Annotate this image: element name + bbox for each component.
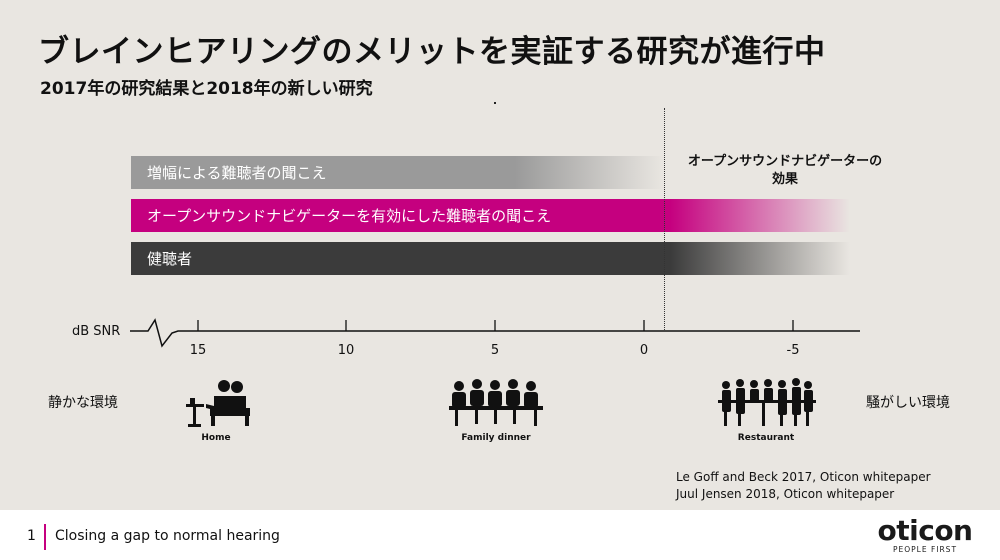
noisy-environment-label: 騒がしい環境 <box>866 395 950 411</box>
logo-tagline: PEOPLE FIRST <box>892 545 958 554</box>
family-dinner-icon <box>449 379 543 426</box>
bar-opensound-label: オープンサウンドナビゲーターを有効にした難聴者の聞こえ <box>147 207 552 225</box>
footer-text: Closing a gap to normal hearing <box>55 528 280 544</box>
slide: ブレインヒアリングのメリットを実証する研究が進行中 2017年の研究結果と201… <box>0 0 1000 510</box>
bar-amplification: 増幅による難聴者の聞こえ <box>131 156 664 189</box>
slide-title: ブレインヒアリングのメリットを実証する研究が進行中 <box>38 34 826 70</box>
home-scene-icon <box>186 380 250 427</box>
axis-label: dB SNR <box>72 324 121 339</box>
tick-minus-5: -5 <box>786 343 800 358</box>
quiet-environment-label: 静かな環境 <box>48 395 118 411</box>
bar-opensound: オープンサウンドナビゲーターを有効にした難聴者の聞こえ <box>131 199 850 232</box>
logo-wordmark: oticon <box>877 514 974 547</box>
tick-5: 5 <box>490 343 500 358</box>
effect-divider-line <box>664 108 665 330</box>
bar-amplification-label: 増幅による難聴者の聞こえ <box>147 164 327 182</box>
bar-normal-hearing: 健聴者 <box>131 242 850 275</box>
footer-accent-bar <box>44 524 46 550</box>
tick-10: 10 <box>337 343 355 358</box>
oticon-logo: oticon PEOPLE FIRST <box>877 514 974 555</box>
restaurant-label: Restaurant <box>737 433 795 443</box>
references: Le Goff and Beck 2017, Oticon whitepaper… <box>676 469 931 503</box>
family-dinner-label: Family dinner <box>461 433 531 443</box>
reference-2: Juul Jensen 2018, Oticon whitepaper <box>676 487 895 501</box>
tick-0: 0 <box>639 343 649 358</box>
tick-15: 15 <box>189 343 207 358</box>
bar-normal-label: 健聴者 <box>147 250 193 268</box>
decorative-dot <box>494 102 496 104</box>
page-number: 1 <box>27 528 36 544</box>
effect-label: オープンサウンドナビゲーターの 効果 <box>670 153 900 189</box>
effect-label-line2: 効果 <box>771 172 798 187</box>
restaurant-icon <box>718 378 816 426</box>
home-label: Home <box>201 433 231 443</box>
snr-axis <box>130 318 860 348</box>
reference-1: Le Goff and Beck 2017, Oticon whitepaper <box>676 470 931 484</box>
effect-label-line1: オープンサウンドナビゲーターの <box>687 154 883 169</box>
slide-subtitle: 2017年の研究結果と2018年の新しい研究 <box>40 79 373 99</box>
